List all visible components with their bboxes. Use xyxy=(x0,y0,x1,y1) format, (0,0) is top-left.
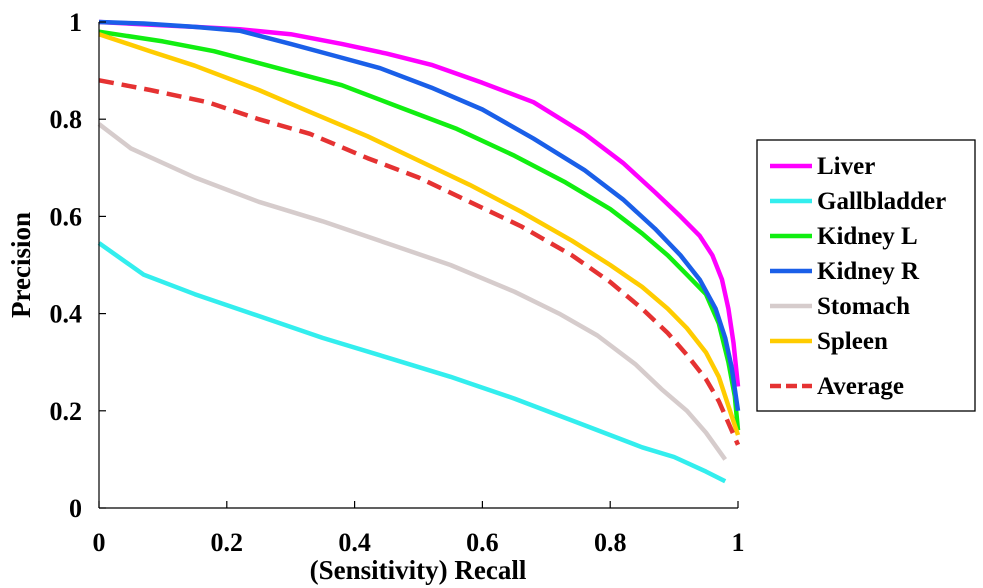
x-tick-label: 1 xyxy=(732,528,745,557)
x-tick-label: 0.8 xyxy=(594,528,627,557)
x-tick-label: 0 xyxy=(93,528,106,557)
x-tick-label: 0.4 xyxy=(338,528,371,557)
series-line-spleen xyxy=(98,32,741,436)
legend: Liver Gallbladder Kidney L Kidney R Stomach S… xyxy=(756,139,976,412)
y-tick-label: 0.8 xyxy=(50,105,83,134)
legend-label-gallbladder: Gallbladder xyxy=(817,188,946,215)
legend-label-kidney-r: Kidney R xyxy=(817,258,920,285)
series-line-liver xyxy=(98,19,741,387)
y-tick-label: 1 xyxy=(69,8,82,37)
legend-box xyxy=(756,139,976,412)
y-tick-label: 0.6 xyxy=(50,202,83,231)
plot-area xyxy=(97,19,741,484)
series-line-stomach xyxy=(97,122,728,461)
y-tick-label: 0 xyxy=(69,494,82,523)
legend-label-spleen: Spleen xyxy=(817,328,888,355)
y-axis: 0 0.2 0.4 0.6 0.8 1 xyxy=(50,8,106,523)
x-axis-title: (Sensitivity) Recall xyxy=(310,555,527,585)
x-tick-label: 0.2 xyxy=(211,528,244,557)
y-tick-label: 0.2 xyxy=(50,397,83,426)
series-line-gallbladder xyxy=(97,241,727,484)
legend-label-average: Average xyxy=(817,373,904,400)
series-line-average xyxy=(98,78,741,446)
legend-label-kidney-l: Kidney L xyxy=(817,223,918,250)
legend-label-liver: Liver xyxy=(817,153,875,180)
series-line-kidney-r xyxy=(98,19,741,412)
y-axis-title: Precision xyxy=(6,212,36,318)
legend-label-stomach: Stomach xyxy=(817,293,910,320)
x-tick-label: 0.6 xyxy=(466,528,499,557)
x-axis: 0 0.2 0.4 0.6 0.8 1 xyxy=(93,501,745,557)
y-tick-label: 0.4 xyxy=(50,300,83,329)
